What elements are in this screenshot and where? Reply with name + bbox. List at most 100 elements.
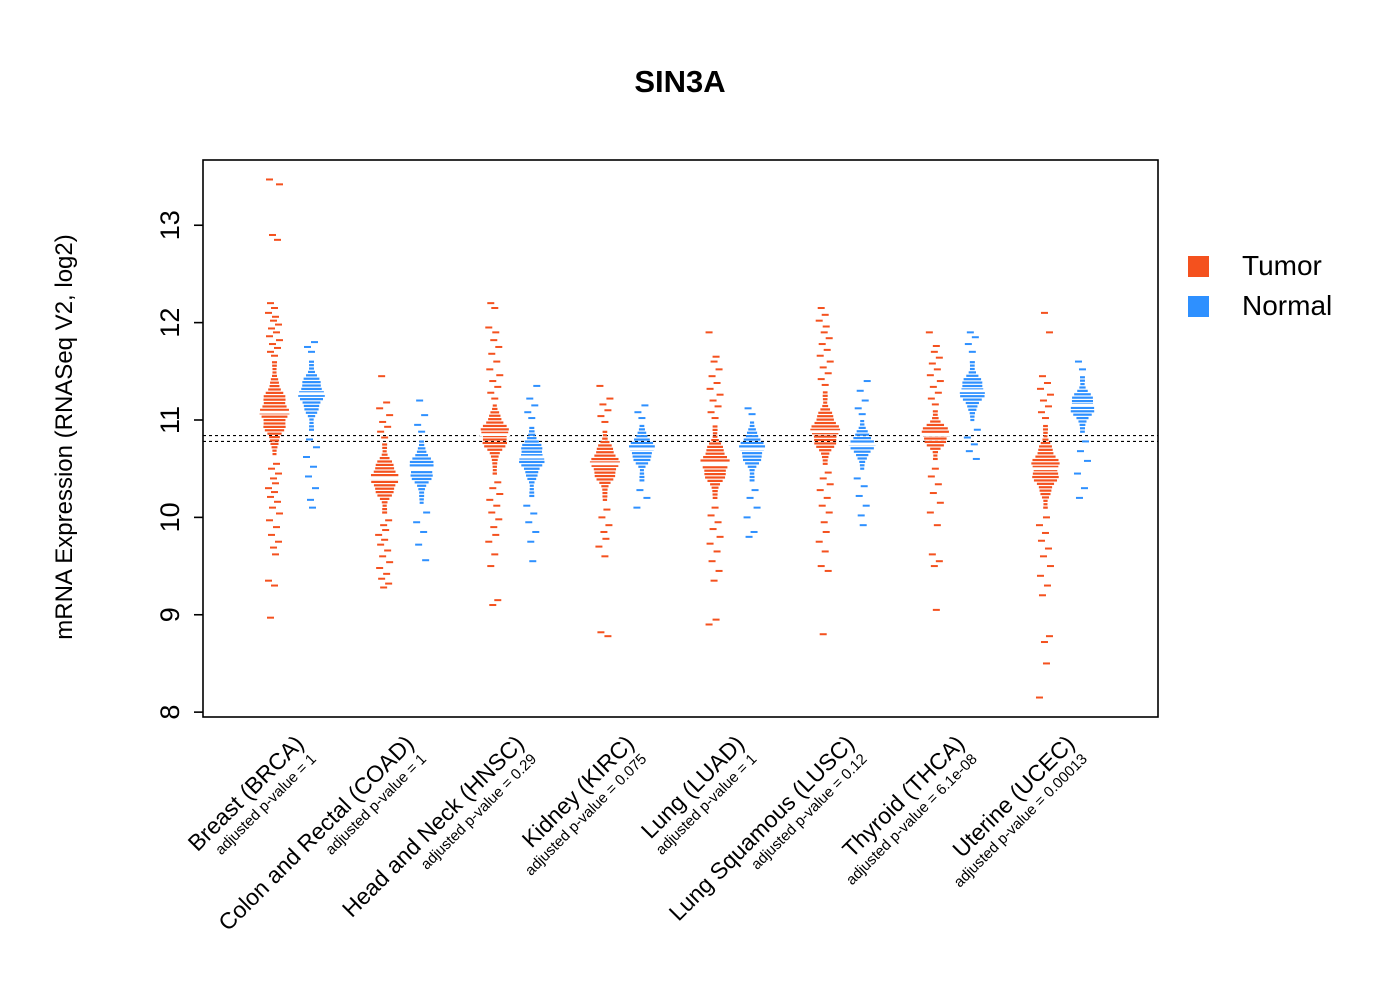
tumor-violin-body-dash: [932, 417, 939, 420]
normal-violin-body-dash: [749, 421, 755, 424]
tumor-violin-body-dash: [272, 452, 277, 456]
tumor-violin-body-dash: [1032, 458, 1059, 462]
normal-violin-body-dash: [525, 471, 539, 474]
tumor-violin-outlier-dash: [605, 524, 613, 527]
tumor-violin-outlier-dash: [821, 550, 829, 553]
normal-violin-outlier-dash: [636, 489, 644, 492]
normal-violin-outlier-dash: [634, 411, 642, 414]
normal-violin-body-dash: [305, 411, 318, 414]
normal-violin-body-dash: [859, 460, 866, 463]
tumor-violin-body-dash: [818, 411, 833, 414]
tumor-violin-body-dash: [591, 457, 619, 461]
tumor-violin-body-dash: [596, 447, 614, 450]
tumor-violin-body-dash: [601, 485, 609, 488]
tumor-violin-body-dash: [261, 415, 288, 418]
normal-violin-body-dash: [631, 452, 652, 455]
y-tick-label: 10: [155, 502, 185, 532]
tumor-violin-outlier-dash: [383, 401, 391, 404]
tumor-violin-outlier-dash: [379, 420, 387, 423]
tumor-violin-outlier-dash: [382, 529, 390, 532]
tumor-violin-outlier-dash: [487, 565, 495, 568]
tumor-violin-outlier-dash: [490, 339, 498, 342]
tumor-violin-outlier-dash: [929, 385, 937, 388]
tumor-violin-body-dash: [489, 452, 500, 455]
normal-violin-body-dash: [417, 484, 427, 487]
tumor-violin-median-gap: [479, 433, 511, 437]
tumor-violin-outlier-dash: [265, 579, 272, 582]
normal-violin-body-dash: [963, 378, 982, 381]
normal-violin-outlier-dash: [418, 430, 426, 433]
tumor-violin-outlier-dash: [1045, 635, 1053, 638]
normal-violin-outlier-dash: [971, 336, 979, 339]
normal-violin-body-dash: [302, 384, 321, 387]
tumor-violin-median-gap: [809, 430, 841, 434]
tumor-violin-body-dash: [1043, 503, 1048, 506]
normal-violin-outlier-dash: [415, 543, 423, 546]
tumor-violin-outlier-dash: [496, 493, 504, 496]
normal-violin-outlier-dash: [862, 504, 870, 507]
tumor-violin-body-dash: [1031, 462, 1060, 465]
tumor-violin-body-dash: [268, 388, 281, 391]
tumor-violin-outlier-dash: [933, 368, 941, 371]
tumor-violin-outlier-dash: [1037, 411, 1045, 414]
normal-violin-body-dash: [1080, 376, 1085, 379]
y-axis-label: mRNA Expression (RNASeq V2, log2): [51, 234, 78, 640]
normal-violin-body-dash: [1071, 399, 1094, 403]
normal-violin-outlier-dash: [753, 506, 761, 509]
normal-violin-body-dash: [419, 498, 424, 501]
normal-violin-outlier-dash: [968, 350, 976, 353]
normal-violin-body-dash: [630, 441, 654, 445]
tumor-violin-outlier-dash: [705, 623, 713, 626]
tumor-violin-outlier-dash: [485, 540, 493, 543]
normal-violin-body-dash: [302, 381, 321, 384]
normal-violin-body-dash: [855, 433, 870, 436]
tumor-violin-outlier-dash: [267, 495, 274, 498]
normal-violin-body-dash: [639, 469, 644, 472]
tumor-violin-outlier-dash: [602, 537, 610, 540]
tumor-violin-outlier-dash: [606, 397, 614, 400]
tumor-violin-outlier-dash: [934, 391, 942, 394]
tumor-violin-outlier-dash: [1045, 331, 1053, 334]
tumor-violin-outlier-dash: [1036, 387, 1044, 390]
tumor-violin-median-gap: [699, 462, 731, 466]
normal-violin-body-dash: [968, 371, 977, 374]
tumor-violin-outlier-dash: [491, 553, 499, 556]
tumor-violin-outlier-dash: [492, 533, 500, 536]
tumor-violin-outlier-dash: [707, 514, 715, 517]
normal-violin-body-dash: [301, 387, 322, 391]
tumor-violin-outlier-dash: [486, 368, 494, 371]
normal-violin-body-dash: [749, 479, 755, 482]
tumor-violin-body-dash: [270, 442, 279, 445]
tumor-violin-body-dash: [814, 442, 837, 445]
tumor-violin-body-dash: [484, 445, 506, 448]
tumor-violin-outlier-dash: [493, 504, 501, 507]
tumor-violin-body-dash: [1033, 479, 1058, 482]
normal-violin-outlier-dash: [1075, 496, 1083, 499]
normal-violin-body-dash: [419, 494, 425, 498]
tumor-violin-outlier-dash: [491, 397, 499, 400]
normal-violin-body-dash: [417, 447, 426, 450]
normal-violin-outlier-dash: [861, 399, 869, 402]
normal-violin-body-dash: [740, 441, 764, 445]
tumor-violin-body-dash: [1042, 438, 1049, 441]
tumor-violin-median-gap: [919, 433, 951, 437]
tumor-violin-outlier-dash: [376, 407, 384, 410]
normal-violin-outlier-dash: [863, 380, 871, 383]
tumor-violin-body-dash: [599, 481, 611, 484]
normal-violin-body-dash: [853, 450, 871, 453]
tumor-violin-outlier-dash: [492, 331, 500, 334]
y-tick-label: 11: [155, 406, 185, 434]
tumor-violin-body-dash: [823, 401, 828, 404]
normal-violin-body-dash: [959, 391, 985, 394]
tumor-violin-outlier-dash: [276, 512, 283, 515]
normal-violin-outlier-dash: [966, 331, 974, 334]
normal-violin-body-dash: [298, 394, 325, 397]
tumor-violin-outlier-dash: [817, 378, 825, 381]
x-category-label-group: Colon and Rectal (COAD)adjusted p-value …: [213, 730, 430, 935]
tumor-violin-body-dash: [816, 418, 834, 421]
tumor-violin-outlier-dash: [821, 313, 829, 316]
normal-violin-outlier-dash: [643, 496, 651, 499]
tumor-violin-outlier-dash: [1042, 516, 1050, 519]
y-tick-label: 9: [155, 607, 185, 622]
tumor-violin-body-dash: [373, 470, 396, 473]
